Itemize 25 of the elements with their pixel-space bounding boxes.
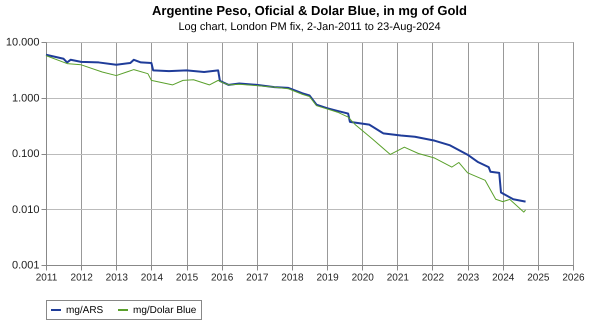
x-tick-label: 2018: [281, 272, 304, 284]
y-tick-label: 1.000: [12, 92, 40, 104]
x-tick-label: 2020: [352, 272, 374, 284]
x-tick-label: 2015: [176, 272, 199, 284]
x-tick-label: 2013: [106, 272, 128, 284]
legend-label: mg/ARS: [66, 305, 104, 316]
y-tick-label: 0.010: [12, 204, 40, 216]
chart-title: Argentine Peso, Oficial & Dolar Blue, in mg of Gold: [152, 3, 468, 18]
x-tick-label: 2026: [562, 272, 586, 284]
x-tick-label: 2017: [246, 272, 269, 284]
x-tick-label: 2022: [422, 272, 445, 284]
x-tick-label: 2014: [140, 272, 164, 284]
y-tick-label: 0.100: [12, 148, 40, 160]
x-tick-label: 2024: [492, 272, 515, 284]
y-tick-label: 10.000: [6, 36, 40, 48]
x-tick-label: 2021: [386, 272, 410, 284]
x-tick-label: 2011: [36, 272, 58, 284]
x-tick-label: 2019: [316, 272, 340, 284]
x-tick-label: 2023: [456, 272, 480, 284]
x-tick-label: 2012: [70, 272, 94, 284]
chart-subtitle: Log chart, London PM fix, 2-Jan-2011 to 23-Aug-2024: [178, 21, 441, 33]
legend-label: mg/Dolar Blue: [133, 305, 197, 316]
y-tick-label: 0.001: [12, 260, 40, 272]
x-tick-label: 2025: [527, 272, 550, 284]
x-tick-label: 2016: [211, 272, 234, 284]
